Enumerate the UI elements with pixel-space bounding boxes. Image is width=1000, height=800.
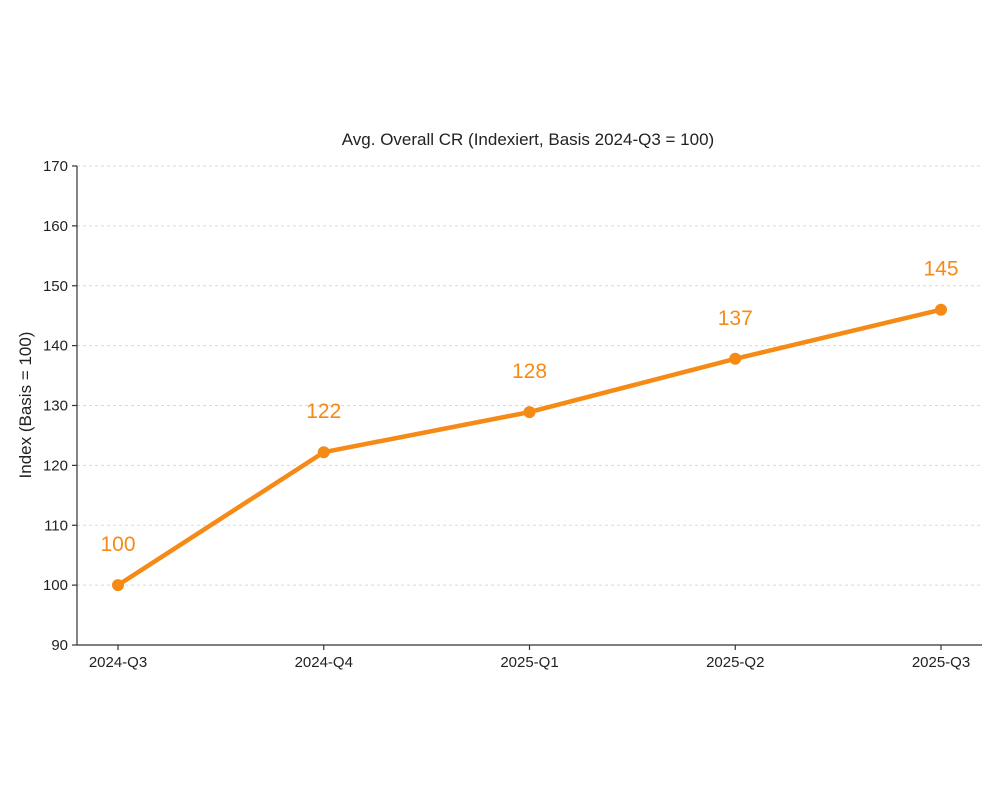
x-tick-label-2024-Q4: 2024-Q4 [295,654,353,671]
data-labels: 100 122 128 137 145 [100,258,958,556]
x-tick-label-2025-Q3: 2025-Q3 [912,654,970,671]
y-tick-label-120: 120 [43,457,68,474]
data-label-2025-Q3: 145 [923,258,958,281]
data-point-2024-Q4 [317,446,330,459]
chart-title: Avg. Overall CR (Indexiert, Basis 2024-Q… [342,130,714,149]
x-tick-label-2025-Q2: 2025-Q2 [706,654,764,671]
x-tick-label-2024-Q3: 2024-Q3 [89,654,147,671]
data-point-2025-Q2 [729,352,742,365]
data-point-2025-Q3 [935,303,947,316]
y-tick-label-150: 150 [43,278,68,295]
data-label-2025-Q1: 128 [512,360,547,383]
y-tick-label-110: 110 [44,517,68,534]
y-axis-label: Index (Basis = 100) [16,332,35,479]
y-tick-label-170: 170 [43,158,68,175]
x-tick-label-2025-Q1: 2025-Q1 [500,654,558,671]
series-line-0 [115,307,944,588]
data-label-2025-Q2: 137 [718,307,753,330]
series [112,303,947,592]
data-label-2024-Q4: 122 [306,400,341,423]
y-tick-label-100: 100 [43,577,68,594]
y-tick-label-90: 90 [51,637,68,654]
gridlines [77,165,982,586]
data-point-2024-Q3 [112,579,124,592]
data-point-2025-Q1 [523,406,536,419]
axes: 90 100 110 120 130 140 150 160 170 2024-Q3 2024-Q4… [43,158,982,671]
y-tick-label-160: 160 [43,218,68,235]
data-label-2024-Q3: 100 [100,533,135,556]
y-tick-label-130: 130 [43,398,68,415]
y-tick-label-140: 140 [43,338,68,355]
